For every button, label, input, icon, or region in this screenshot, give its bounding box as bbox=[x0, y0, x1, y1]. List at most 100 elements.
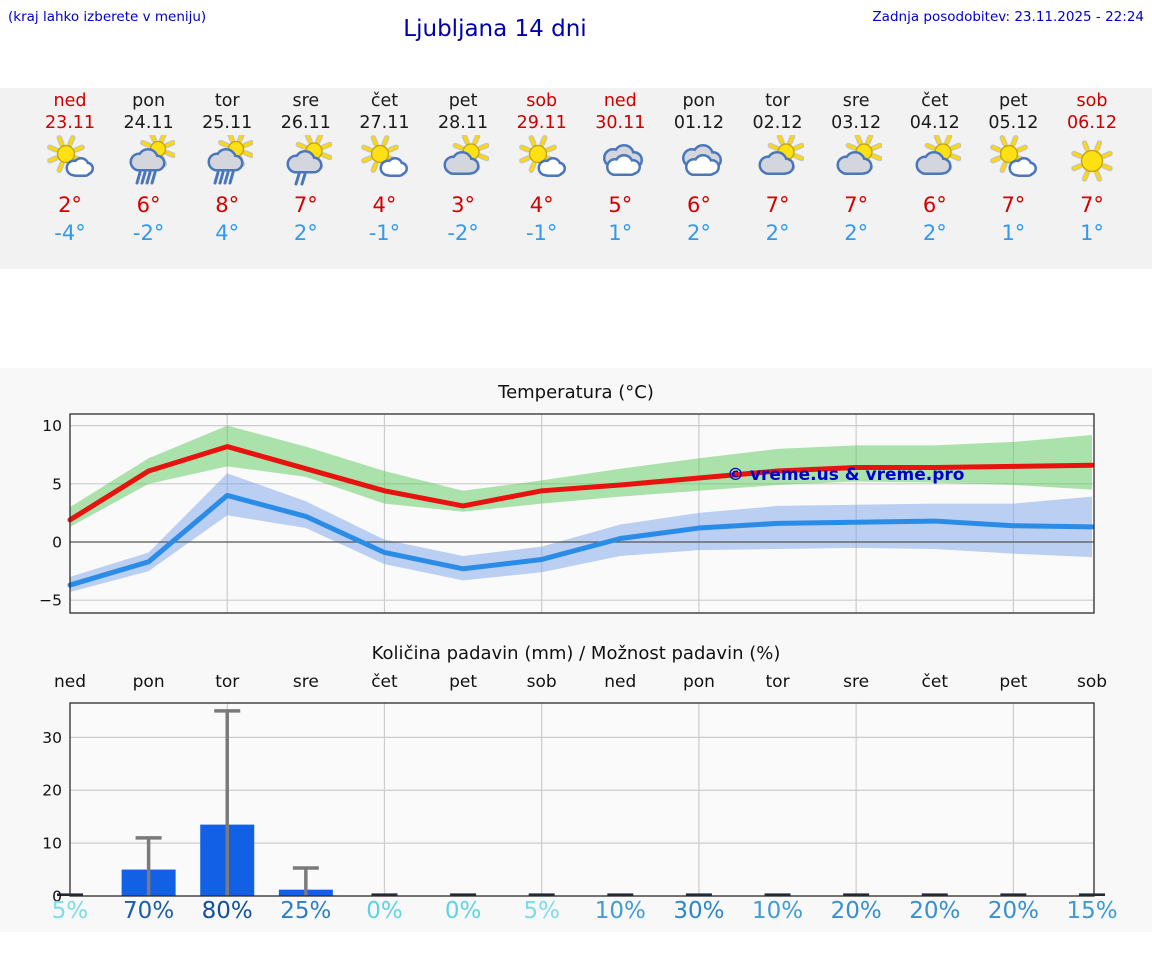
low-temp: 2° bbox=[293, 221, 318, 245]
precip-probability-label: 0% bbox=[444, 898, 482, 924]
high-temp: 5° bbox=[608, 193, 633, 217]
high-temp: 6° bbox=[686, 193, 711, 217]
mostly-sunny-icon bbox=[44, 135, 96, 187]
day-date-label: 26.11 bbox=[280, 113, 331, 133]
precip-day-label: sre bbox=[843, 672, 870, 692]
precip-day-label: ned bbox=[53, 672, 87, 692]
precip-day-label: pet bbox=[999, 672, 1028, 692]
high-temp: 4° bbox=[529, 193, 554, 217]
precip-probability-label: 70% bbox=[123, 898, 175, 924]
sunny-icon bbox=[1066, 135, 1118, 187]
day-date-label: 02.12 bbox=[752, 113, 803, 133]
cloudy-icon bbox=[673, 135, 725, 187]
day-name-label: čet bbox=[370, 91, 399, 111]
day-date-label: 28.11 bbox=[438, 113, 489, 133]
high-temp: 7° bbox=[1001, 193, 1026, 217]
day-name-label: sob bbox=[526, 91, 558, 111]
mostly-sunny-icon bbox=[358, 135, 410, 187]
precip-day-label: sob bbox=[1076, 672, 1108, 692]
precip-probability-label: 10% bbox=[751, 898, 804, 924]
low-temp: 1° bbox=[1080, 221, 1104, 245]
low-temp: 2° bbox=[765, 221, 790, 245]
precip-probability-label: 25% bbox=[280, 898, 332, 924]
rain-sun-icon bbox=[123, 131, 176, 187]
day-name-label: sre bbox=[292, 91, 320, 111]
precip-day-label: sob bbox=[526, 672, 557, 692]
day-name-label: pon bbox=[682, 91, 716, 111]
day-name-label: tor bbox=[214, 91, 240, 111]
precip-probability-label: 30% bbox=[673, 898, 725, 924]
low-temp: -2° bbox=[447, 221, 479, 245]
cloud-sun-icon bbox=[909, 133, 962, 187]
day-date-label: 05.12 bbox=[988, 113, 1039, 133]
high-temp: 3° bbox=[451, 193, 475, 217]
low-temp: -2° bbox=[132, 221, 165, 245]
high-temp: 7° bbox=[293, 193, 318, 217]
day-name-label: čet bbox=[921, 91, 949, 111]
precip-probability-label: 15% bbox=[1066, 898, 1118, 924]
precip-ytick-label: 30 bbox=[42, 729, 62, 747]
precip-day-label: sre bbox=[292, 672, 319, 692]
high-temp: 4° bbox=[372, 193, 397, 217]
day-date-label: 27.11 bbox=[359, 113, 410, 133]
precip-chart-title: Količina padavin (mm) / Možnost padavin … bbox=[371, 643, 781, 664]
day-name-label: sob bbox=[1076, 91, 1108, 111]
high-temp: 8° bbox=[215, 193, 240, 217]
watermark-link[interactable]: © vreme.us & vreme.pro bbox=[727, 465, 965, 485]
page-title: Ljubljana 14 dni bbox=[403, 16, 587, 42]
precip-day-label: tor bbox=[765, 672, 790, 692]
day-date-label: 23.11 bbox=[44, 113, 96, 133]
cloudy-icon bbox=[594, 135, 646, 187]
showers-sun-icon bbox=[280, 132, 333, 187]
cloud-sun-icon bbox=[830, 133, 883, 187]
temperature-chart-title: Temperatura (°C) bbox=[498, 382, 654, 403]
precip-ytick-label: 0 bbox=[52, 888, 62, 906]
precip-day-label: pon bbox=[132, 672, 165, 692]
precip-probability-label: 0% bbox=[366, 898, 403, 924]
high-temp: 6° bbox=[136, 193, 161, 217]
mostly-sunny-icon bbox=[987, 135, 1039, 187]
high-temp: 2° bbox=[58, 193, 82, 217]
precip-day-label: pon bbox=[682, 672, 715, 692]
precip-probability-label: 20% bbox=[909, 898, 961, 924]
rain-sun-icon bbox=[201, 131, 255, 187]
last-updated: Zadnja posodobitev: 23.11.2025 - 22:24 bbox=[872, 9, 1144, 25]
precip-probability-label: 5% bbox=[51, 898, 89, 924]
charts-canvas: −5 0 5 10 0 10 20 30 bbox=[39, 413, 1105, 906]
day-date-label: 06.12 bbox=[1066, 113, 1118, 133]
temp-ytick-label: 10 bbox=[42, 417, 62, 435]
precip-day-label: tor bbox=[215, 672, 240, 692]
high-temp: 7° bbox=[1080, 193, 1104, 217]
high-temp: 6° bbox=[922, 193, 947, 217]
low-temp: 1° bbox=[1001, 221, 1026, 245]
high-temp: 7° bbox=[765, 193, 790, 217]
low-temp: -1° bbox=[525, 221, 558, 245]
high-temp: 7° bbox=[844, 193, 869, 217]
low-temp: -4° bbox=[54, 221, 86, 245]
low-temp: 4° bbox=[215, 221, 240, 245]
day-name-label: ned bbox=[53, 91, 87, 111]
day-date-label: 24.11 bbox=[123, 113, 174, 133]
low-temp: 2° bbox=[922, 221, 947, 245]
precip-day-label: ned bbox=[604, 672, 637, 692]
day-date-label: 04.12 bbox=[909, 113, 960, 133]
precip-probability-label: 20% bbox=[830, 898, 882, 924]
precip-day-label: čet bbox=[371, 672, 398, 692]
precip-ytick-label: 10 bbox=[42, 835, 62, 853]
precip-ytick-label: 20 bbox=[42, 782, 62, 800]
precip-probability-label: 20% bbox=[987, 898, 1039, 924]
day-date-label: 30.11 bbox=[595, 113, 646, 133]
cloud-sun-icon bbox=[752, 133, 804, 187]
day-date-label: 01.12 bbox=[673, 113, 724, 133]
day-date-label: 03.12 bbox=[831, 113, 882, 133]
temp-ytick-label: 0 bbox=[52, 534, 62, 552]
location-hint: (kraj lahko izberete v meniju) bbox=[8, 9, 207, 25]
low-temp: 1° bbox=[608, 221, 633, 245]
day-name-label: tor bbox=[765, 91, 790, 111]
day-date-label: 29.11 bbox=[516, 113, 567, 133]
low-temp: 2° bbox=[844, 221, 869, 245]
precip-day-label: pet bbox=[449, 672, 478, 692]
day-date-label: 25.11 bbox=[202, 113, 253, 133]
temp-ytick-label: −5 bbox=[39, 592, 62, 610]
precip-day-label: čet bbox=[921, 672, 948, 692]
